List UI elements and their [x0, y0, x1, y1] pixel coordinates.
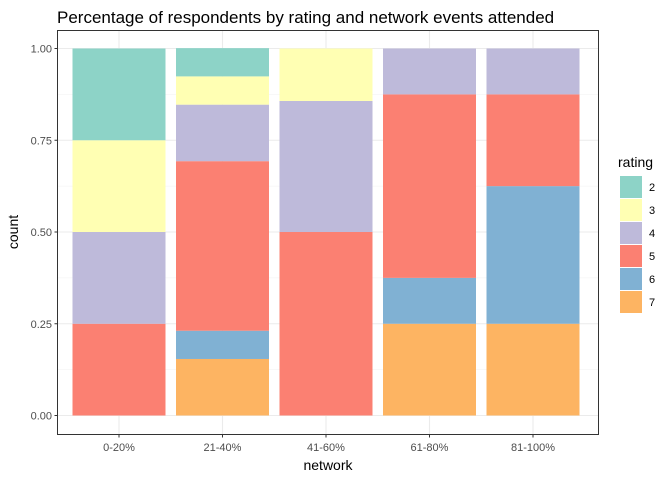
bar-segment	[176, 330, 269, 359]
bar-segment	[383, 94, 476, 278]
x-axis: 0-20% 21-40% 41-60% 61-80% 81-100%	[103, 434, 555, 454]
legend-key-swatch	[620, 291, 642, 313]
x-tick-label: 61-80%	[411, 442, 449, 454]
legend-label: 6	[649, 274, 655, 286]
bar-segment	[279, 100, 373, 232]
x-axis-title: network	[303, 457, 353, 473]
legend-title: rating	[618, 154, 653, 170]
bar-segment	[279, 232, 373, 416]
y-tick-label: 0.25	[31, 319, 52, 331]
y-tick-label: 0.75	[31, 135, 52, 147]
chart-title: Percentage of respondents by rating and …	[57, 8, 554, 27]
bar-segment	[486, 323, 580, 416]
bar-segment	[72, 48, 166, 141]
y-tick-label: 1.00	[31, 44, 52, 56]
bars	[72, 48, 580, 416]
legend-label: 3	[649, 205, 655, 217]
bar-segment	[383, 277, 476, 324]
bar-segment	[486, 48, 580, 95]
bar-segment	[72, 140, 166, 232]
legend-label: 4	[649, 228, 655, 240]
y-axis: 0.00 0.25 0.50 0.75 1.00	[31, 44, 58, 423]
bar-segment	[486, 94, 580, 187]
legend-key-swatch	[620, 176, 642, 198]
x-tick-label: 41-60%	[307, 442, 345, 454]
legend-key-swatch	[620, 222, 642, 244]
y-axis-title: count	[5, 215, 21, 249]
legend-label: 2	[649, 182, 655, 194]
legend-label: 7	[649, 297, 655, 309]
bar-segment	[279, 48, 373, 101]
legend-label: 5	[649, 251, 655, 263]
legend-key-swatch	[620, 245, 642, 267]
y-tick-label: 0.00	[31, 411, 52, 423]
y-tick-label: 0.50	[31, 227, 52, 239]
bar-segment	[383, 323, 476, 416]
bar-segment	[176, 104, 269, 162]
bar-segment	[72, 232, 166, 324]
bar-segment	[176, 76, 269, 105]
bar-segment	[176, 161, 269, 331]
bar-segment	[176, 358, 269, 416]
legend-key-swatch	[620, 268, 642, 290]
legend-key-swatch	[620, 199, 642, 221]
x-tick-label: 81-100%	[511, 442, 555, 454]
bar-segment	[176, 48, 269, 77]
x-tick-label: 0-20%	[103, 442, 135, 454]
bar-segment	[486, 186, 580, 324]
bar-segment	[383, 48, 476, 95]
x-tick-label: 21-40%	[204, 442, 242, 454]
bar-segment	[72, 323, 166, 416]
legend: rating 2 3 4 5 6 7	[618, 154, 655, 313]
